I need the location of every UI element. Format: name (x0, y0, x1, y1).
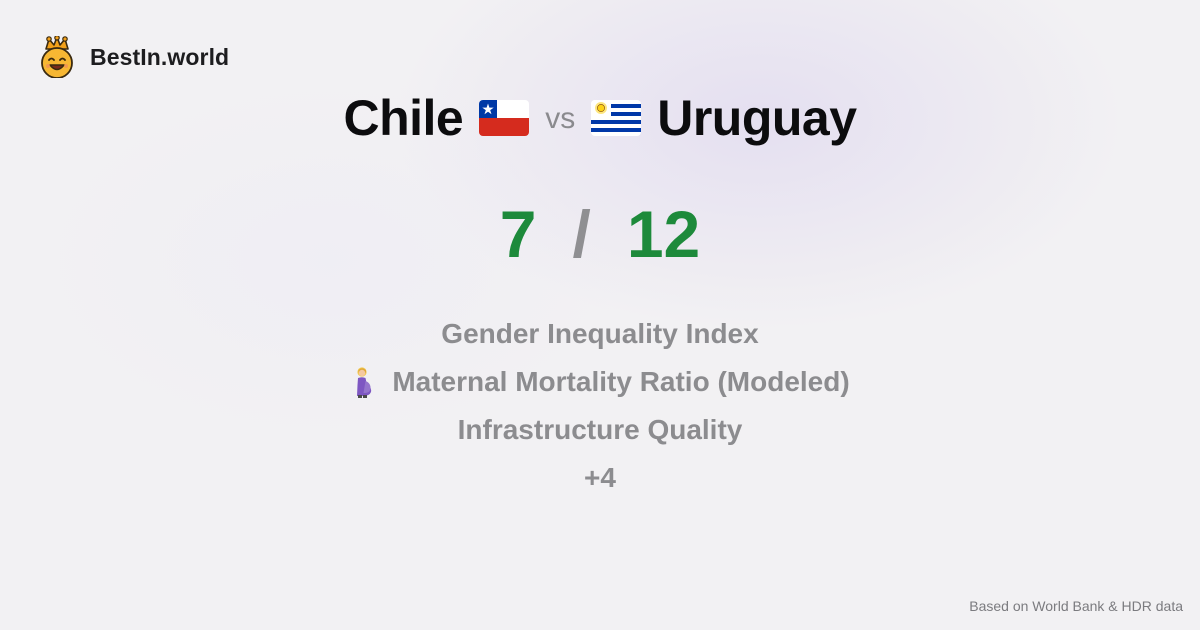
data-source-note: Based on World Bank & HDR data (969, 598, 1183, 614)
vs-label: vs (545, 102, 576, 135)
country-a-name: Chile (343, 90, 464, 146)
chile-flag-icon (479, 100, 530, 136)
metric-label: Infrastructure Quality (457, 414, 743, 445)
comparison-title: Chile vs Uruguay (0, 86, 1200, 150)
country-b-name: Uruguay (657, 90, 857, 146)
metric-label: Maternal Mortality Ratio (Modeled) (392, 366, 850, 397)
brand-name: BestIn.world (90, 43, 230, 70)
score-separator: / (572, 197, 591, 271)
more-metrics-label: +4 (584, 462, 616, 493)
score-b: 12 (626, 197, 701, 271)
metric-item: Infrastructure Quality (458, 406, 743, 454)
uruguay-flag-icon (591, 100, 642, 136)
metric-item: Maternal Mortality Ratio (Modeled) (350, 358, 850, 406)
score: 7 / 12 (0, 194, 1200, 274)
metric-label: Gender Inequality Index (441, 318, 759, 349)
metric-item: Gender Inequality Index (441, 310, 758, 358)
more-metrics-count[interactable]: +4 (584, 454, 616, 502)
pregnant-woman-icon (357, 367, 372, 398)
metrics-list: Gender Inequality Index Maternal Mortali… (0, 310, 1200, 502)
brand[interactable]: BestIn.world (38, 36, 229, 78)
crown-smiley-icon (41, 36, 73, 78)
score-a: 7 (499, 197, 537, 271)
